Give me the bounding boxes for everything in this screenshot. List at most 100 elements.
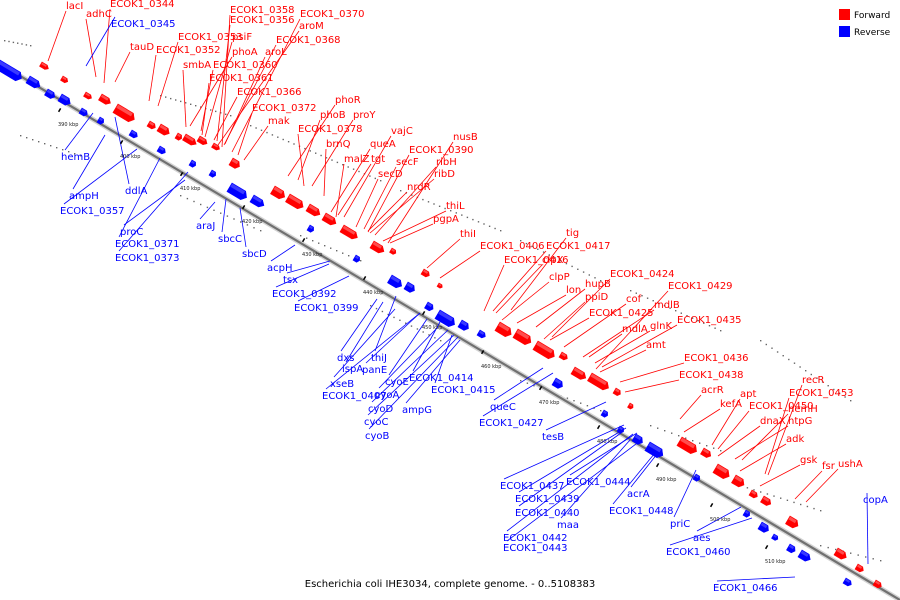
forward-gene bbox=[436, 282, 443, 289]
reverse-gene-label: ECOK1_0439 bbox=[515, 494, 580, 505]
forward-gene bbox=[369, 240, 385, 254]
reverse-leader bbox=[118, 171, 189, 252]
forward-leader bbox=[243, 125, 269, 161]
forward-leader bbox=[501, 281, 550, 321]
forward-gene bbox=[60, 75, 69, 84]
forward-gene-label: dnaX bbox=[760, 416, 786, 427]
forward-gene bbox=[512, 328, 532, 346]
backbone-dot bbox=[300, 235, 302, 237]
backbone-dot bbox=[434, 337, 436, 339]
forward-leader bbox=[201, 82, 210, 136]
reverse-leader bbox=[506, 440, 641, 542]
backbone-dot bbox=[4, 40, 6, 42]
reverse-gene bbox=[57, 93, 71, 106]
backbone-dot bbox=[44, 143, 46, 145]
forward-leader bbox=[355, 178, 379, 228]
forward-gene bbox=[228, 157, 240, 169]
forward-gene bbox=[872, 579, 882, 589]
backbone-dot bbox=[260, 230, 262, 232]
forward-leader bbox=[85, 18, 97, 78]
reverse-gene-label: ampG bbox=[402, 405, 432, 416]
reverse-leader bbox=[270, 244, 296, 262]
reverse-gene bbox=[771, 533, 779, 541]
forward-gene-label: mdlA bbox=[622, 324, 648, 335]
reverse-gene-label: ECOK1_0443 bbox=[503, 543, 568, 554]
forward-leader bbox=[741, 413, 789, 461]
backbone-dot bbox=[185, 102, 187, 104]
backbone-dot bbox=[600, 410, 602, 412]
backbone-dot bbox=[580, 402, 582, 404]
forward-gene bbox=[627, 402, 634, 410]
reverse-gene bbox=[600, 409, 608, 418]
reverse-gene bbox=[742, 509, 750, 518]
backbone-dot bbox=[697, 320, 699, 322]
reverse-gene-label: maa bbox=[557, 520, 579, 531]
backbone-dot bbox=[190, 103, 192, 105]
forward-leader bbox=[439, 250, 481, 279]
forward-leader bbox=[582, 309, 655, 358]
forward-leader bbox=[182, 69, 187, 128]
backbone-dot bbox=[793, 362, 796, 364]
forward-leader bbox=[323, 148, 327, 197]
forward-gene-label: hemH bbox=[788, 404, 818, 415]
forward-leader bbox=[619, 362, 685, 383]
backbone-dot bbox=[266, 131, 268, 134]
tick-label: 450 kbp bbox=[422, 325, 442, 331]
forward-gene-label: hupB bbox=[585, 279, 611, 290]
forward-leader bbox=[335, 163, 345, 218]
backbone-dot bbox=[494, 227, 496, 230]
forward-leader bbox=[426, 238, 461, 269]
forward-gene-label: thiL bbox=[446, 201, 465, 212]
backbone-dot bbox=[844, 396, 846, 398]
forward-leader bbox=[47, 10, 67, 62]
reverse-leader bbox=[673, 469, 697, 518]
forward-gene-label: ECOK1_0390 bbox=[409, 145, 474, 156]
backbone-tick bbox=[538, 386, 543, 391]
backbone-dot bbox=[542, 251, 545, 253]
reverse-gene bbox=[644, 441, 664, 459]
backbone-dot bbox=[560, 260, 562, 262]
forward-gene-label: clpX bbox=[542, 255, 564, 266]
reverse-gene-label: ECOK1_0460 bbox=[666, 547, 731, 558]
backbone-dot bbox=[309, 150, 311, 152]
backbone-dot bbox=[74, 153, 76, 155]
backbone-dot bbox=[358, 170, 360, 173]
reverse-gene bbox=[387, 274, 403, 289]
forward-gene-label: ribH bbox=[436, 157, 457, 168]
backbone-dot bbox=[30, 45, 32, 47]
reverse-leader bbox=[297, 275, 350, 302]
forward-gene bbox=[785, 515, 799, 529]
backbone-dot bbox=[760, 340, 762, 342]
forward-leader bbox=[297, 133, 305, 187]
backbone-dot bbox=[200, 203, 202, 206]
backbone-dot bbox=[664, 430, 666, 432]
backbone-dot bbox=[806, 505, 809, 508]
backbone-line bbox=[0, 63, 900, 600]
backbone-dot bbox=[56, 147, 58, 149]
forward-gene bbox=[420, 268, 430, 278]
reverse-gene-label: ECOK1_0345 bbox=[111, 19, 176, 30]
backbone-dot bbox=[405, 322, 407, 324]
backbone-dot bbox=[706, 445, 708, 447]
backbone-dot bbox=[788, 358, 790, 361]
backbone-dot bbox=[810, 373, 812, 376]
forward-gene bbox=[83, 91, 92, 100]
forward-gene-label: tig bbox=[566, 228, 579, 239]
reverse-gene-label: ECOK1_0444 bbox=[566, 477, 631, 488]
forward-leader bbox=[588, 333, 623, 358]
reverse-gene bbox=[434, 309, 455, 328]
backbone-dot bbox=[427, 201, 430, 203]
reverse-gene-label: dxs bbox=[337, 353, 354, 364]
backbone-dot bbox=[381, 310, 384, 313]
reverse-gene bbox=[25, 75, 41, 89]
forward-gene-label: ribD bbox=[434, 169, 455, 180]
forward-leader bbox=[157, 41, 179, 107]
forward-gene-label: ECOK1_0429 bbox=[668, 281, 733, 292]
forward-gene-label: cof bbox=[626, 294, 642, 305]
forward-gene-label: lon bbox=[566, 285, 581, 296]
backbone-dot bbox=[680, 312, 682, 314]
backbone-dot bbox=[220, 212, 222, 214]
legend-reverse-label: Reverse bbox=[854, 28, 891, 38]
forward-gene bbox=[676, 436, 697, 455]
